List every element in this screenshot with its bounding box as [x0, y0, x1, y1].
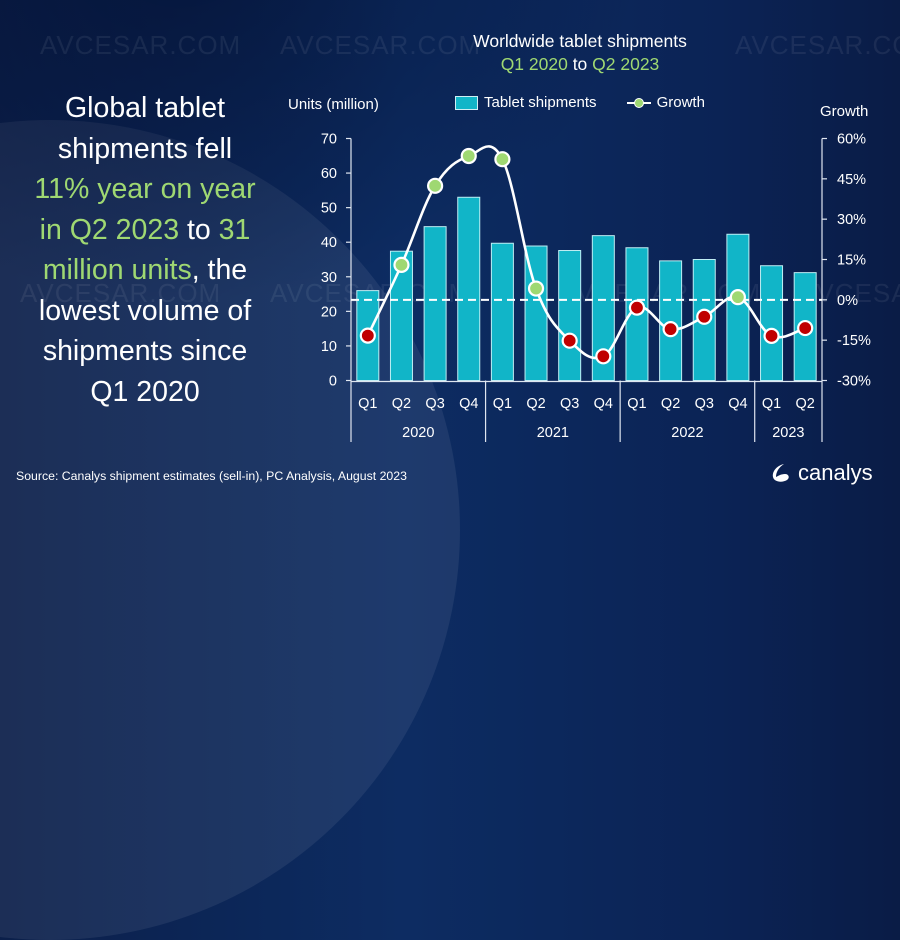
y-tick-label: 20: [321, 304, 337, 320]
x-tick-label: Q4: [728, 396, 747, 412]
growth-point: [460, 147, 477, 165]
year-label: 2020: [402, 425, 434, 441]
growth-point: [729, 289, 746, 306]
growth-point: [494, 151, 511, 168]
bar: [591, 235, 615, 381]
bar: [490, 242, 514, 381]
headline-line: lowest volume of: [38, 294, 252, 327]
chart-subtitle: Q1 2020 to Q2 2023: [420, 53, 740, 76]
growth-point: [763, 327, 780, 344]
x-tick-label: Q3: [425, 396, 444, 412]
x-tick-label: Q1: [493, 396, 512, 412]
y2-tick-label: 0%: [837, 293, 858, 309]
legend-label-bars: Tablet shipments: [484, 94, 597, 111]
x-tick-label: Q1: [358, 396, 377, 412]
headline: Global tablet shipments fell 11% year on…: [10, 88, 280, 412]
growth-point: [797, 319, 814, 337]
headline-highlight: 31: [218, 213, 251, 246]
headline-highlight: million units: [42, 254, 192, 286]
y-tick-label: 30: [321, 270, 337, 286]
headline-highlight: 11% year on year: [34, 173, 256, 205]
x-tick-label: Q1: [762, 396, 781, 412]
x-tick-label: Q3: [560, 396, 579, 412]
y2-tick-label: 15%: [837, 253, 866, 269]
watermark: AVCESAR.COM: [40, 30, 242, 60]
bar: [423, 226, 447, 381]
year-label: 2021: [537, 425, 569, 441]
headline-highlight: in Q2 2023: [39, 213, 180, 246]
y2-tick-label: 60%: [837, 132, 866, 148]
bar: [558, 250, 582, 381]
growth-point: [628, 299, 646, 316]
watermark: AVCESAR.COM: [20, 278, 222, 308]
watermark: AVCESAR.COM: [735, 30, 900, 60]
headline-line: million units, the: [10, 250, 280, 291]
y2-tick-label: 45%: [837, 172, 866, 188]
subtitle-to: to: [567, 54, 593, 74]
x-tick-label: Q3: [695, 396, 714, 412]
headline-line: shipments since: [42, 335, 248, 367]
growth-point: [393, 256, 410, 273]
x-tick-label: Q1: [627, 396, 646, 412]
legend: Tablet shipments Growth: [455, 94, 705, 111]
y-tick-label: 60: [321, 166, 337, 182]
x-tick-label: Q2: [526, 396, 545, 412]
y2-tick-label: -15%: [837, 333, 871, 349]
growth-point: [662, 321, 679, 338]
growth-point: [427, 177, 444, 194]
source-note: Source: Canalys shipment estimates (sell…: [16, 469, 407, 483]
y-tick-label: 10: [321, 339, 337, 355]
y2-axis-title: Growth: [820, 103, 869, 120]
legend-label-growth: Growth: [656, 94, 705, 111]
chart-title-block: Worldwide tablet shipments Q1 2020 to Q2…: [420, 30, 740, 76]
y-tick-label: 0: [329, 374, 337, 390]
y2-tick-label: 30%: [837, 212, 866, 228]
bar: [760, 265, 784, 382]
headline-text: to: [179, 213, 219, 246]
growth-point: [561, 332, 578, 349]
bar: [659, 260, 683, 381]
headline-text: , the: [191, 254, 248, 286]
canalys-logo-icon: [772, 464, 789, 482]
subtitle-end: Q2 2023: [592, 54, 660, 74]
growth-point: [527, 280, 545, 297]
bar: [457, 196, 481, 381]
subtitle-start: Q1 2020: [500, 54, 568, 74]
chart-title: Worldwide tablet shipments: [473, 31, 687, 51]
x-tick-label: Q4: [459, 396, 478, 412]
y-tick-label: 50: [321, 201, 337, 217]
growth-point: [359, 327, 376, 344]
legend-line-swatch: [626, 97, 651, 109]
background-shade: [0, 0, 900, 506]
watermark: AVCESAR.COM: [280, 30, 482, 60]
y-tick-label: 40: [321, 235, 337, 251]
x-tick-label: Q2: [796, 396, 815, 412]
legend-bar-swatch: [455, 95, 478, 110]
y-axis-title: Units (million): [288, 96, 379, 113]
headline-line: Q1 2020: [90, 375, 200, 408]
x-tick-label: Q2: [392, 396, 411, 412]
logo-text: canalys: [798, 460, 873, 485]
year-label: 2022: [671, 425, 703, 441]
growth-point: [696, 308, 713, 325]
x-tick-label: Q4: [594, 396, 613, 412]
chart: 0 10 20 30 40 50 60 70 -30% -15% 0% 15% 30% 45% 60% Q1 Q…: [321, 132, 871, 442]
headline-line: in Q2 2023 to 31: [10, 210, 280, 251]
headline-line: shipments fell: [57, 132, 233, 165]
canalys-logo: canalys: [770, 460, 873, 486]
bar: [726, 233, 750, 381]
growth-point: [595, 348, 612, 365]
year-label: 2023: [772, 425, 804, 441]
y-tick-label: 70: [321, 132, 337, 148]
headline-line: Global tablet: [64, 92, 226, 124]
x-tick-label: Q2: [661, 396, 680, 412]
bar: [389, 250, 413, 381]
y2-tick-label: -30%: [837, 374, 871, 390]
